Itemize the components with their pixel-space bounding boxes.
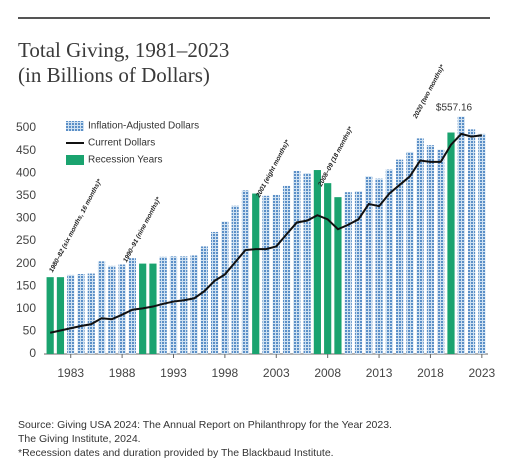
- bar: [406, 151, 414, 354]
- bar: [354, 191, 363, 354]
- y-tick-label: 50: [23, 324, 37, 338]
- bar: [457, 116, 465, 354]
- bar: [385, 169, 393, 354]
- y-tick-label: 150: [16, 278, 36, 292]
- bar: [334, 197, 342, 354]
- legend-swatch: [66, 155, 84, 165]
- bar: [211, 231, 219, 354]
- x-tick-label: 1983: [57, 366, 84, 380]
- x-tick-label: 2003: [263, 366, 290, 380]
- legend-label: Current Dollars: [88, 138, 155, 149]
- y-tick-label: 300: [16, 211, 36, 225]
- bar: [128, 258, 136, 354]
- bar: [97, 261, 106, 354]
- x-tick-label: 2008: [314, 366, 341, 380]
- bar: [221, 221, 229, 354]
- bar: [293, 170, 301, 354]
- bar: [426, 145, 435, 354]
- bar: [87, 273, 95, 354]
- bar: [272, 194, 280, 354]
- chart-title: Total Giving, 1981–2023: [18, 38, 229, 62]
- bar: [467, 129, 476, 354]
- source-line: The Giving Institute, 2024.: [18, 433, 141, 445]
- bar: [365, 176, 373, 354]
- y-tick-label: 100: [16, 301, 36, 315]
- x-tick-label: 2013: [366, 366, 393, 380]
- x-tick-label: 2023: [468, 366, 495, 380]
- x-tick-label: 1993: [160, 366, 187, 380]
- legend-label: Recession Years: [88, 155, 163, 166]
- y-tick-label: 450: [16, 143, 36, 157]
- legend-label: Inflation-Adjusted Dollars: [88, 121, 199, 132]
- bar: [303, 173, 311, 354]
- x-tick-label: 2018: [417, 366, 444, 380]
- bar: [313, 170, 321, 354]
- bar: [46, 277, 54, 354]
- bar: [478, 133, 486, 354]
- bar: [56, 277, 65, 354]
- bar: [169, 256, 178, 354]
- bar: [241, 190, 250, 354]
- value-label: $557.16: [436, 103, 473, 114]
- y-tick-label: 400: [16, 165, 36, 179]
- source-line: *Recession dates and duration provided b…: [18, 447, 334, 459]
- annotation: 1980–82 (six months, 16 months)*: [48, 178, 103, 274]
- x-tick-label: 1988: [109, 366, 136, 380]
- bar: [231, 205, 239, 354]
- bar: [190, 255, 198, 354]
- y-tick-label: 500: [16, 120, 36, 134]
- bar: [252, 193, 260, 354]
- bar: [396, 159, 404, 354]
- chart-subtitle: (in Billions of Dollars): [18, 63, 210, 87]
- bar: [67, 274, 75, 354]
- bar: [262, 195, 270, 354]
- bar: [149, 263, 157, 354]
- y-tick-label: 0: [29, 346, 36, 360]
- source-line: Source: Giving USA 2024: The Annual Repo…: [18, 419, 392, 431]
- x-tick-label: 1998: [212, 366, 239, 380]
- bar: [180, 256, 188, 354]
- y-tick-label: 250: [16, 233, 36, 247]
- bar: [344, 192, 352, 354]
- y-tick-label: 350: [16, 188, 36, 202]
- bar: [200, 246, 208, 354]
- legend-swatch: [66, 121, 84, 131]
- y-tick-label: 200: [16, 256, 36, 270]
- annotation: 2008–09 (18 months)*: [317, 125, 355, 188]
- bar: [447, 132, 455, 354]
- bar: [282, 185, 291, 354]
- annotation: 1990–91 (nine months)*: [122, 196, 162, 264]
- bar: [77, 273, 85, 354]
- bar: [118, 264, 126, 354]
- bar: [108, 265, 116, 354]
- bar: [324, 183, 332, 354]
- bar: [159, 256, 167, 354]
- bar: [375, 178, 383, 354]
- bar: [437, 149, 445, 354]
- line: [49, 132, 482, 334]
- bar: [416, 138, 424, 354]
